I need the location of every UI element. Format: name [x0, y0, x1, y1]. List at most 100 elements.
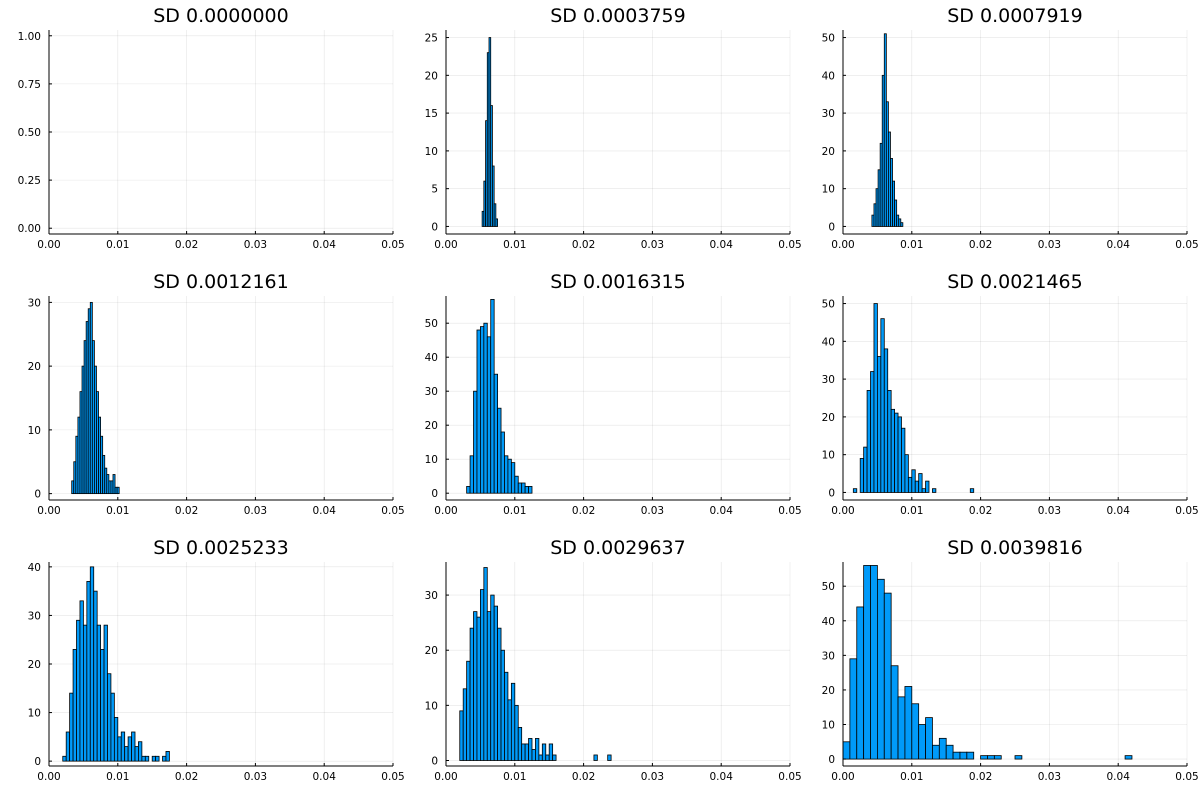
- histogram-bar: [96, 624, 102, 762]
- x-tick-label: 0.02: [572, 505, 595, 517]
- histogram-bar: [483, 322, 488, 494]
- histogram-bar: [521, 482, 526, 494]
- histogram-bar: [462, 688, 468, 761]
- y-tick-label: 10: [28, 425, 41, 437]
- histogram-bar: [76, 619, 81, 762]
- histogram-bar: [79, 600, 84, 762]
- y-tick-label: 10: [425, 700, 438, 712]
- histogram-bar: [528, 738, 533, 761]
- histogram-panel-9: SD 0.0039816 0.00 0.01 0.02 0.03 0.04 0.05 0 10 2…: [822, 537, 1199, 783]
- histogram-bar: [113, 717, 119, 762]
- histogram-bar: [921, 488, 926, 493]
- histogram-bar: [473, 611, 478, 761]
- histogram-bar: [65, 731, 71, 762]
- histogram-bar: [969, 488, 975, 493]
- x-tick-label: 0.00: [434, 771, 457, 783]
- x-tick-label: 0.04: [710, 771, 734, 783]
- histogram-bar: [980, 755, 988, 760]
- histogram-bar: [870, 371, 875, 493]
- y-tick-label: 50: [822, 299, 835, 311]
- x-tick-label: 0.03: [641, 771, 664, 783]
- y-tick-label: 30: [28, 297, 41, 309]
- y-tick-label: 40: [28, 562, 41, 574]
- histogram-bar: [849, 658, 858, 760]
- histogram-bar: [479, 326, 485, 494]
- histogram-bar: [897, 416, 902, 493]
- x-tick-label: 0.01: [503, 771, 526, 783]
- x-tick-label: 0.04: [1107, 239, 1131, 251]
- histogram-bar: [493, 203, 497, 227]
- histogram-bar: [521, 743, 526, 761]
- histogram-bar: [138, 741, 143, 762]
- histogram-bar: [117, 736, 122, 762]
- y-tick-label: 0: [828, 487, 835, 499]
- histogram-bar: [852, 488, 858, 493]
- y-tick-label: 0.50: [18, 127, 41, 139]
- histogram-bar: [483, 567, 488, 761]
- x-tick-label: 0.03: [1038, 239, 1061, 251]
- histogram-panel-8: SD 0.0029637 0.00 0.01 0.02 0.03 0.04 0.05 0 10 2…: [425, 537, 802, 783]
- histogram-bar: [495, 218, 499, 227]
- x-tick-label: 0.02: [175, 505, 198, 517]
- histogram-bar: [945, 744, 954, 760]
- y-tick-label: 50: [822, 581, 835, 593]
- histogram-bar: [887, 390, 892, 493]
- x-tick-label: 0.03: [1038, 771, 1061, 783]
- y-tick-label: 20: [425, 70, 438, 82]
- x-tick-label: 0.02: [969, 239, 992, 251]
- histogram-bar: [907, 476, 913, 493]
- panel-title: SD 0.0007919: [947, 5, 1082, 27]
- y-tick-label: 30: [822, 374, 835, 386]
- y-tick-label: 10: [28, 708, 41, 720]
- histogram-bar: [497, 407, 502, 494]
- y-tick-label: 50: [425, 318, 438, 330]
- histogram-bar: [524, 743, 529, 761]
- histogram-bar: [873, 303, 878, 493]
- y-tick-label: 0: [828, 754, 835, 766]
- y-tick-label: 10: [822, 720, 835, 732]
- histogram-bar: [112, 474, 116, 495]
- y-tick-label: 5: [431, 184, 438, 196]
- histogram-bar: [918, 473, 923, 493]
- histogram-bar: [479, 589, 485, 761]
- x-tick-label: 0.01: [106, 239, 129, 251]
- histogram-bar: [490, 594, 495, 761]
- histogram-bar: [151, 755, 157, 762]
- x-tick-label: 0.02: [175, 239, 198, 251]
- panel-title: SD 0.0025233: [153, 537, 288, 559]
- histogram-bar: [548, 743, 554, 761]
- x-tick-label: 0.01: [900, 239, 923, 251]
- histogram-bar: [863, 565, 871, 760]
- histogram-bar: [925, 480, 930, 493]
- histogram-bar: [925, 717, 933, 760]
- y-tick-label: 30: [28, 610, 41, 622]
- histogram-bar: [492, 165, 495, 227]
- x-tick-label: 0.05: [778, 771, 801, 783]
- x-tick-label: 0.00: [37, 771, 60, 783]
- y-tick-label: 40: [822, 336, 835, 348]
- histogram-bar: [517, 482, 523, 494]
- x-tick-label: 0.05: [1175, 239, 1198, 251]
- x-tick-label: 0.03: [244, 505, 267, 517]
- y-tick-label: 30: [425, 386, 438, 398]
- x-tick-label: 0.05: [778, 239, 801, 251]
- y-tick-label: 0: [431, 755, 438, 767]
- histogram-bar: [900, 222, 904, 227]
- histogram-bar: [959, 751, 968, 760]
- histogram-bar: [890, 665, 899, 760]
- histogram-bar: [883, 348, 889, 493]
- panel-title: SD 0.0012161: [153, 271, 288, 293]
- x-tick-label: 0.05: [1175, 505, 1198, 517]
- histogram-bar: [507, 458, 512, 494]
- histogram-bar: [870, 565, 878, 760]
- histogram-bar: [103, 624, 108, 762]
- y-tick-label: 0: [431, 488, 438, 500]
- x-tick-label: 0.03: [244, 771, 267, 783]
- histogram-bar: [100, 649, 105, 762]
- y-tick-label: 10: [425, 146, 438, 158]
- y-tick-label: 30: [425, 590, 438, 602]
- histogram-bar: [93, 590, 98, 762]
- x-tick-label: 0.01: [503, 505, 526, 517]
- x-tick-label: 0.00: [434, 239, 457, 251]
- x-tick-label: 0.01: [900, 505, 923, 517]
